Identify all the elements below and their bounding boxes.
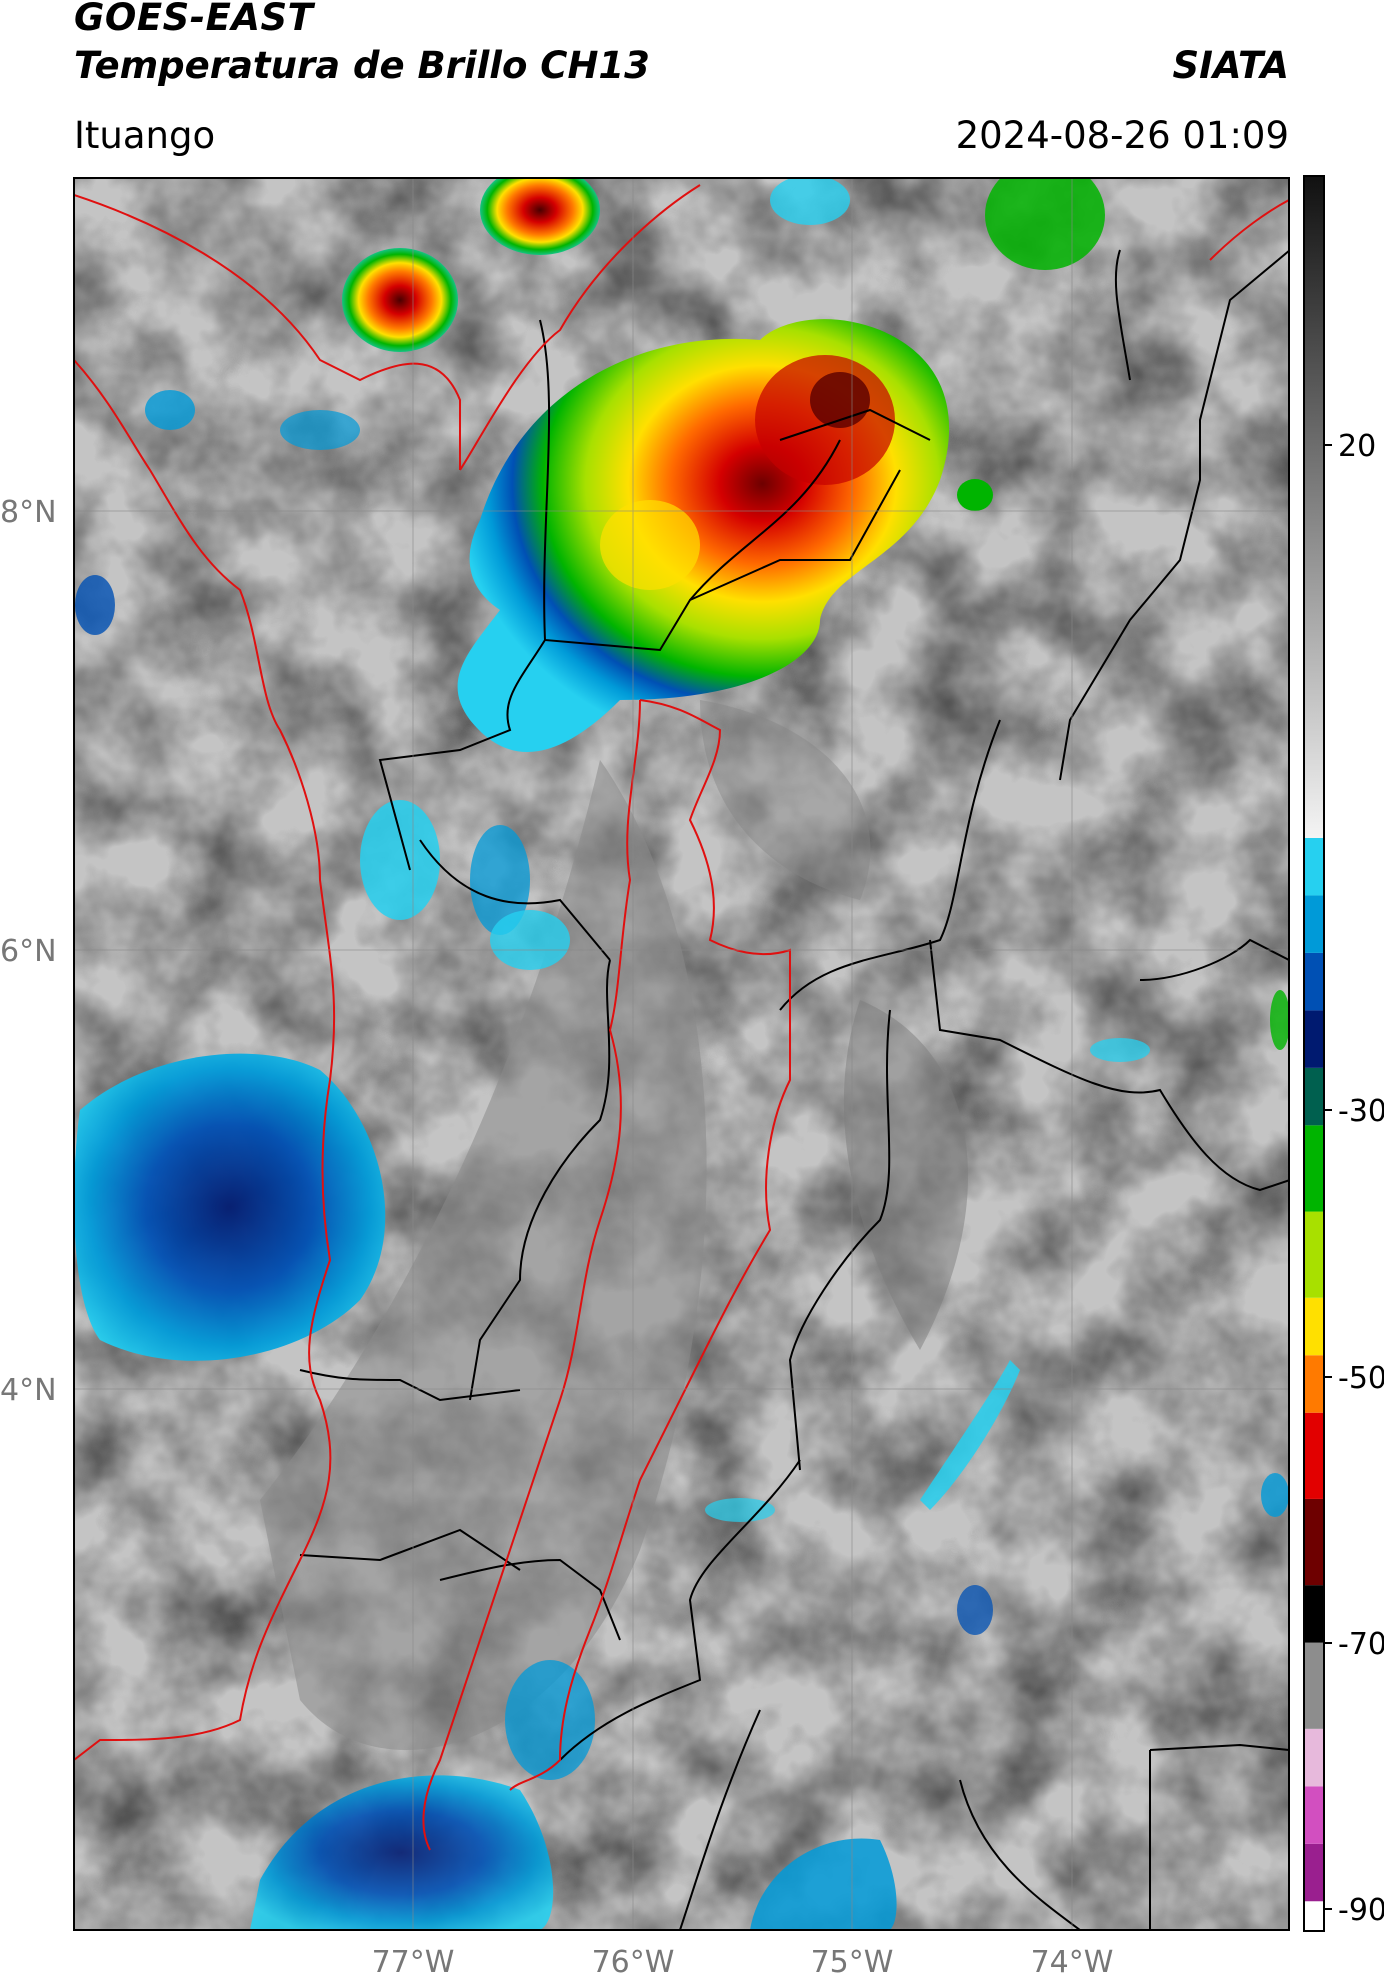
lat-label-4: 4°N: [0, 1373, 57, 1408]
lat-label-8: 8°N: [0, 495, 57, 530]
colorbar-segment: [1305, 1412, 1323, 1499]
colorbar-segment: [1305, 1642, 1323, 1729]
lon-label-75: 75°W: [811, 1945, 894, 1980]
map-imagery: [74, 178, 1289, 1930]
colorbar-segment: [1305, 177, 1323, 838]
colorbar-segment: [1305, 1125, 1323, 1212]
colorbar-segment: [1305, 1211, 1323, 1298]
colorbar-segment: [1305, 1067, 1323, 1126]
satellite-title: GOES-EAST: [74, 0, 314, 39]
map-frame: [73, 177, 1290, 1931]
coastline-border: [74, 184, 1289, 1851]
colorbar-segment: [1305, 1901, 1323, 1930]
datetime-label: 2024-08-26 01:09: [955, 114, 1289, 157]
colorbar-tick-20: 20: [1338, 429, 1376, 464]
colorbar-segment: [1305, 837, 1323, 896]
department-borders: [299, 249, 1289, 1930]
region-label: Ituango: [74, 114, 216, 157]
lon-label-76: 76°W: [592, 1945, 675, 1980]
colorbar-tick-m50: -50: [1338, 1361, 1384, 1396]
colorbar-segment: [1305, 1010, 1323, 1068]
colorbar-segment: [1305, 1498, 1323, 1586]
colorbar-ticks: [1324, 444, 1332, 1910]
colorbar-segment: [1305, 1786, 1323, 1844]
colorbar-segment: [1305, 895, 1323, 953]
lon-label-77: 77°W: [372, 1945, 455, 1980]
colorbar-segment: [1305, 1843, 1323, 1902]
colorbar-tick-m30: -30: [1338, 1094, 1384, 1129]
colorbar-segment: [1305, 1585, 1323, 1643]
gridlines: [74, 178, 1289, 1930]
colorbar-tick-m90: -90: [1338, 1893, 1384, 1928]
colorbar: [1305, 177, 1323, 1930]
product-title: Temperatura de Brillo CH13: [74, 44, 650, 87]
colorbar-tick-m70: -70: [1338, 1627, 1384, 1662]
colorbar-frame: [1303, 175, 1325, 1932]
colorbar-segment: [1305, 1297, 1323, 1356]
lon-label-74: 74°W: [1031, 1945, 1114, 1980]
brand-label: SIATA: [1172, 44, 1289, 87]
lat-label-6: 6°N: [0, 934, 57, 969]
colorbar-segment: [1305, 1728, 1323, 1787]
colorbar-segment: [1305, 1355, 1323, 1413]
colorbar-segment: [1305, 952, 1323, 1011]
